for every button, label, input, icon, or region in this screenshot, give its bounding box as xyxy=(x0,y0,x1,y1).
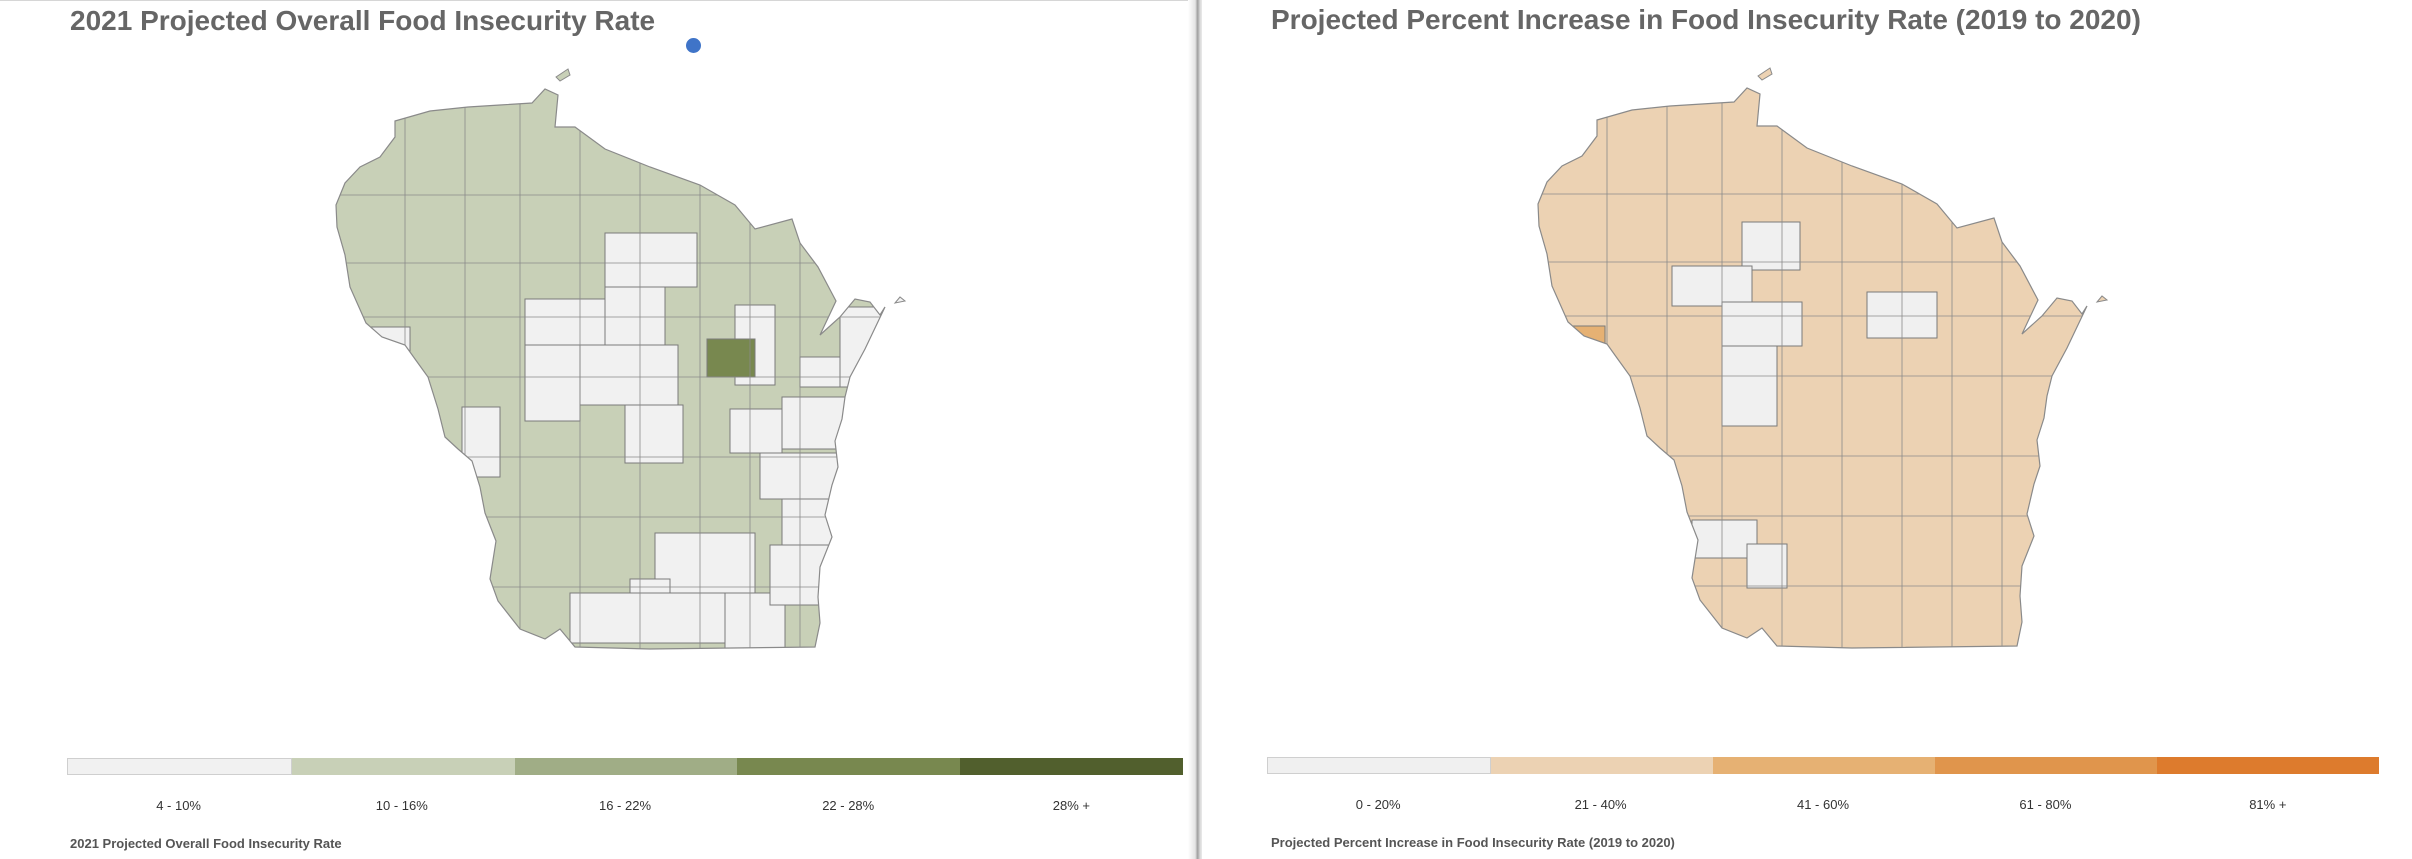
map-title: 2021 Projected Overall Food Insecurity R… xyxy=(70,5,656,36)
island xyxy=(555,68,571,82)
island xyxy=(893,296,907,304)
county-4-10[interactable] xyxy=(339,376,411,418)
county-4-10[interactable] xyxy=(781,396,853,450)
wisconsin-county-map[interactable] xyxy=(1202,66,2412,706)
legend-color-bar xyxy=(1267,757,2379,774)
island xyxy=(1757,67,1773,81)
county-4-10[interactable] xyxy=(759,452,851,500)
county-4-10[interactable] xyxy=(461,406,501,478)
county-0-20[interactable] xyxy=(1721,345,1778,427)
county-41-60[interactable] xyxy=(1546,325,1606,371)
county-4-10[interactable] xyxy=(339,326,411,378)
county-region-base xyxy=(1538,88,2087,648)
legend-label: 10 - 16% xyxy=(375,798,428,813)
food-insecurity-increase-map-panel: Projected Percent Increase in Food Insec… xyxy=(1202,0,2412,859)
county-borders xyxy=(1538,88,2087,648)
county-4-10[interactable] xyxy=(654,532,756,594)
county-4-10[interactable] xyxy=(624,404,684,464)
legend-label: 41 - 60% xyxy=(1796,797,1850,812)
legend-swatch xyxy=(514,758,738,775)
island xyxy=(2095,295,2109,303)
county-0-20[interactable] xyxy=(1691,519,1758,559)
legend-swatch xyxy=(291,758,515,775)
county-4-10[interactable] xyxy=(579,344,679,406)
legend-label: 21 - 40% xyxy=(1574,797,1627,812)
county-0-20[interactable] xyxy=(1721,301,1803,347)
map-caption: 2021 Projected Overall Food Insecurity R… xyxy=(70,836,342,851)
county-0-20[interactable] xyxy=(1741,221,1801,271)
county-4-10[interactable] xyxy=(781,498,843,546)
panel-divider xyxy=(1188,0,1204,859)
county-4-10[interactable] xyxy=(839,306,900,388)
legend-swatch xyxy=(1267,757,1491,774)
legend-swatch xyxy=(2157,757,2379,774)
legend-labels: 0 - 20% 21 - 40% 41 - 60% 61 - 80% 81% + xyxy=(1267,797,2379,812)
legend-swatch xyxy=(67,758,292,775)
legend-swatch xyxy=(1491,757,1713,774)
legend-label: 16 - 22% xyxy=(598,798,652,813)
legend-swatch xyxy=(1713,757,1935,774)
legend-swatch xyxy=(737,758,961,775)
legend-swatch xyxy=(1935,757,2157,774)
county-4-10[interactable] xyxy=(604,286,666,346)
county-22-28[interactable] xyxy=(706,338,756,378)
legend-label: 28% + xyxy=(1052,798,1091,813)
map-title: Projected Percent Increase in Food Insec… xyxy=(1271,4,2141,35)
county-0-20[interactable] xyxy=(1746,543,1788,589)
legend-label: 81% + xyxy=(2249,797,2287,812)
legend-label: 61 - 80% xyxy=(2019,797,2072,812)
county-4-10[interactable] xyxy=(729,408,783,454)
wisconsin-county-map[interactable] xyxy=(0,67,1198,707)
county-4-10[interactable] xyxy=(524,344,581,422)
county-4-10[interactable] xyxy=(524,298,606,346)
county-borders xyxy=(336,89,885,649)
food-insecurity-map-panel: 2021 Projected Overall Food Insecurity R… xyxy=(0,0,1198,859)
legend-labels: 4 - 10% 10 - 16% 16 - 22% 22 - 28% 28% + xyxy=(67,798,1183,813)
legend-swatch xyxy=(960,758,1183,775)
map-caption: Projected Percent Increase in Food Insec… xyxy=(1271,835,1675,850)
county-0-20[interactable] xyxy=(1671,265,1753,307)
legend-label: 22 - 28% xyxy=(822,798,875,813)
legend-label: 0 - 20% xyxy=(1355,797,1401,812)
county-4-10[interactable] xyxy=(604,232,698,288)
cursor-indicator xyxy=(686,38,701,53)
legend-label: 4 - 10% xyxy=(156,798,201,813)
legend-color-bar xyxy=(67,758,1183,775)
